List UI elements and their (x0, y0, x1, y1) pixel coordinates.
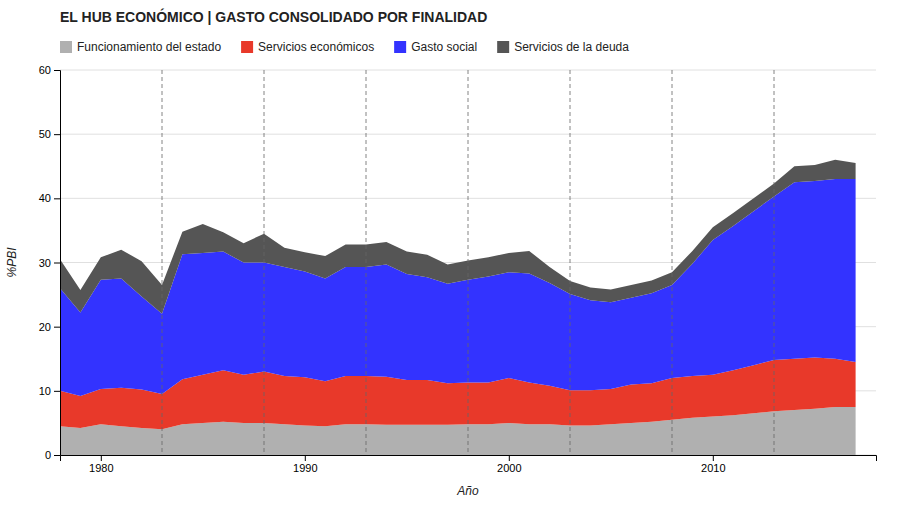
tick: 0 (45, 449, 60, 461)
tick-mark (54, 70, 60, 71)
tick-label: 50 (39, 128, 51, 140)
tick-mark (54, 391, 60, 392)
tick-label: 1990 (293, 462, 317, 474)
tick-label: 0 (45, 449, 51, 461)
tick-mark (713, 455, 714, 461)
tick-label: 1980 (89, 462, 113, 474)
tick-mark (54, 198, 60, 199)
axis-line (54, 71, 61, 456)
tick: 10 (39, 385, 60, 397)
legend-swatch (241, 41, 253, 53)
tick: 50 (39, 128, 60, 140)
tick-label: 2010 (701, 462, 725, 474)
y-axis-title: %PBI (5, 247, 19, 278)
tick-mark (54, 263, 60, 264)
legend-item: Funcionamiento del estado (60, 40, 221, 54)
tick-label: 2000 (497, 462, 521, 474)
tick-mark (54, 455, 60, 456)
tick-label: 60 (39, 64, 51, 76)
tick-mark (101, 455, 102, 461)
tick: 60 (39, 64, 60, 76)
vline (570, 70, 571, 455)
vline (162, 70, 163, 455)
y-axis: 0 10 20 30 40 50 60 (39, 64, 61, 461)
tick: 1990 (293, 455, 317, 474)
tick-label: 10 (39, 385, 51, 397)
vline (774, 70, 775, 455)
legend-item: Servicios económicos (241, 40, 374, 54)
tick-mark (509, 455, 510, 461)
area (60, 160, 856, 314)
vline (366, 70, 367, 455)
tick-label: 20 (39, 321, 51, 333)
legend: Funcionamiento del estado Servicios econó… (60, 40, 629, 54)
vline (672, 70, 673, 455)
legend-swatch (497, 41, 509, 53)
tick: 2000 (497, 455, 521, 474)
tick: 1980 (89, 455, 113, 474)
plot: 1980 1990 2000 2010 0 10 20 30 40 50 60 (39, 64, 877, 474)
tick-label: 30 (39, 257, 51, 269)
legend-swatch (394, 41, 406, 53)
grid (60, 70, 876, 455)
tick: 40 (39, 192, 60, 204)
tick: 30 (39, 257, 60, 269)
axis-line (61, 456, 877, 462)
legend-item: Gasto social (394, 40, 477, 54)
legend-label: Servicios económicos (258, 40, 374, 54)
title: EL HUB ECONÓMICO | GASTO CONSOLIDADO POR… (60, 8, 487, 25)
tick-label: 40 (39, 192, 51, 204)
vline (468, 70, 469, 455)
tick-mark (305, 455, 306, 461)
legend-label: Gasto social (411, 40, 477, 54)
tick: 20 (39, 321, 60, 333)
x-axis: 1980 1990 2000 2010 (61, 455, 877, 474)
legend-label: Servicios de la deuda (514, 40, 629, 54)
legend-item: Servicios de la deuda (497, 40, 629, 54)
tick: 2010 (701, 455, 725, 474)
x-axis-title: Año (456, 484, 479, 498)
legend-label: Funcionamiento del estado (77, 40, 221, 54)
tick-mark (54, 327, 60, 328)
tick-mark (54, 134, 60, 135)
marks (60, 70, 856, 455)
legend-swatch (60, 41, 72, 53)
chart: 1980 1990 2000 2010 0 10 20 30 40 50 60 EL HUB ECON… (0, 0, 900, 505)
vline (264, 70, 265, 455)
